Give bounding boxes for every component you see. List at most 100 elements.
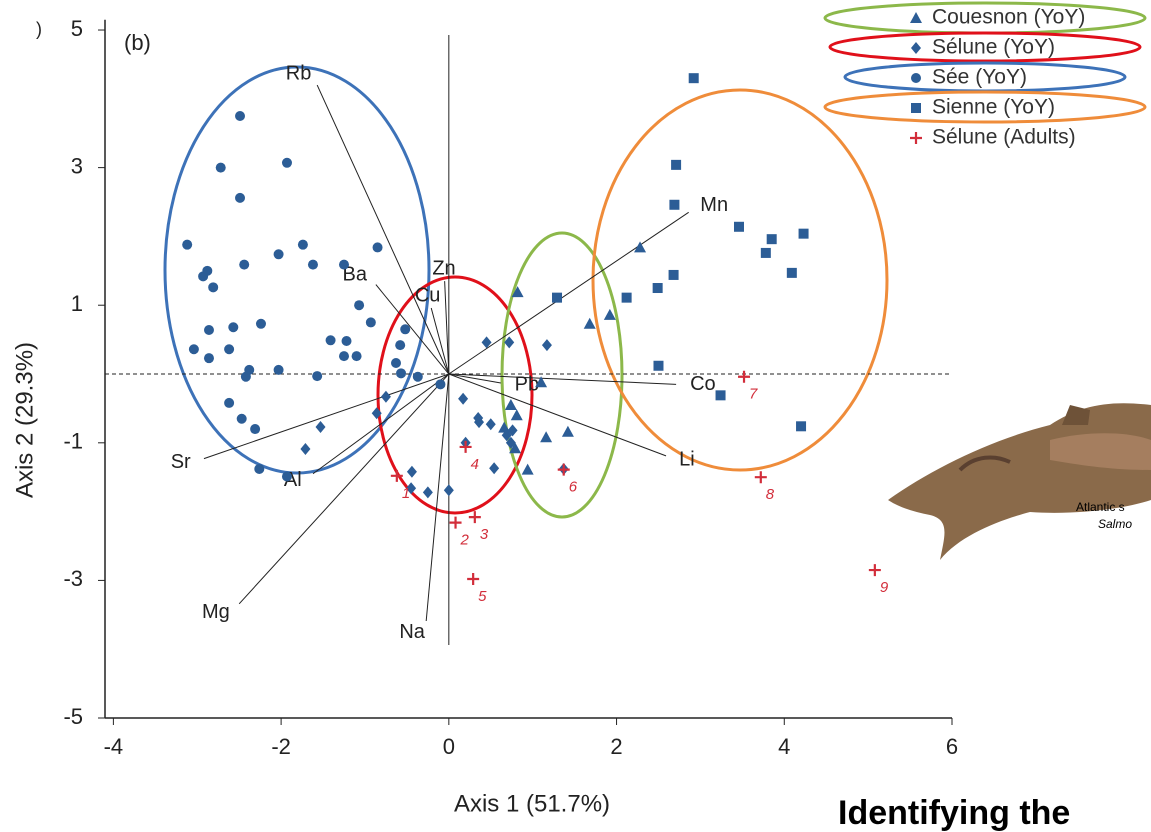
vector-label: Na [399, 621, 425, 643]
point [244, 364, 255, 375]
point [621, 292, 632, 303]
point [297, 239, 308, 250]
highlight-ellipse [591, 88, 889, 472]
point [208, 282, 219, 293]
y-tick-label: -3 [63, 566, 83, 591]
point [634, 241, 647, 253]
point [390, 358, 401, 369]
point [224, 397, 235, 408]
point [396, 368, 407, 379]
point [300, 442, 311, 455]
point-label: 8 [766, 486, 775, 503]
legend-marker [910, 12, 922, 23]
point [653, 360, 664, 371]
point [485, 418, 496, 431]
legend-marker [910, 132, 922, 144]
legend-marker [911, 42, 921, 54]
highlight-ellipse [163, 65, 431, 475]
legend-ellipse [823, 90, 1147, 124]
point [688, 73, 699, 84]
point [511, 286, 524, 298]
x-tick-label: 4 [778, 734, 790, 759]
point [312, 371, 323, 382]
point [273, 249, 284, 260]
point [786, 267, 797, 278]
point [239, 259, 250, 270]
loading-vector [448, 373, 667, 457]
point [540, 431, 553, 443]
point [459, 440, 472, 453]
point [354, 300, 365, 311]
vector-label: Zn [432, 257, 455, 279]
point [380, 390, 391, 403]
point [760, 247, 771, 258]
point [504, 398, 517, 410]
point [443, 484, 454, 497]
loading-vector [238, 373, 450, 605]
loading-vector [203, 373, 449, 460]
point [281, 157, 292, 168]
point [766, 234, 777, 245]
point [501, 429, 512, 442]
loading-vector [375, 284, 450, 375]
point [552, 292, 563, 303]
point [505, 436, 516, 449]
heading: Identifying the [838, 794, 1070, 832]
point [255, 318, 266, 329]
loading-vector [425, 373, 450, 622]
loading-vector [448, 373, 677, 385]
vector-label: Co [690, 373, 716, 395]
legend-ellipse [828, 31, 1142, 63]
point [281, 471, 292, 482]
point [422, 486, 433, 499]
point-label: 2 [460, 532, 470, 549]
vector-label: Sr [171, 451, 191, 473]
legend-label: Sélune (Adults) [932, 126, 1076, 149]
legend-label: Sienne (YoY) [932, 96, 1055, 119]
vector-label: Cu [415, 285, 441, 307]
point [339, 259, 350, 270]
point [603, 308, 616, 320]
point [182, 239, 193, 250]
vector-label: Ba [343, 264, 368, 286]
point [733, 221, 744, 232]
point [435, 379, 446, 390]
point [339, 351, 350, 362]
point [315, 420, 326, 433]
point-label: 7 [749, 386, 758, 403]
loading-vector [316, 84, 450, 375]
point [188, 344, 199, 355]
point [798, 228, 809, 239]
vector-label: Mn [700, 194, 728, 216]
point [449, 516, 462, 529]
point [365, 317, 376, 328]
point [228, 322, 239, 333]
point [224, 344, 235, 355]
point-label: 9 [880, 579, 889, 596]
point [406, 465, 417, 478]
point [235, 111, 246, 122]
x-tick-label: 0 [443, 734, 455, 759]
point [715, 390, 726, 401]
point-label: 1 [402, 485, 410, 502]
highlight-ellipse [500, 231, 624, 519]
x-tick-label: 6 [946, 734, 958, 759]
point [273, 364, 284, 375]
point [236, 413, 247, 424]
point [796, 421, 807, 432]
point [458, 392, 469, 405]
point-label: 4 [471, 456, 479, 473]
legend-marker [911, 73, 921, 83]
point [521, 463, 534, 475]
point [372, 242, 383, 253]
legend-label: Couesnon (YoY) [932, 6, 1085, 29]
point [481, 336, 492, 349]
point [235, 192, 246, 203]
x-axis-label: Axis 1 (51.7%) [454, 790, 610, 817]
point [509, 442, 522, 454]
point-label: 3 [480, 526, 489, 543]
point [868, 564, 881, 577]
x-tick-label: -2 [271, 734, 291, 759]
y-tick-label: 1 [71, 291, 83, 316]
